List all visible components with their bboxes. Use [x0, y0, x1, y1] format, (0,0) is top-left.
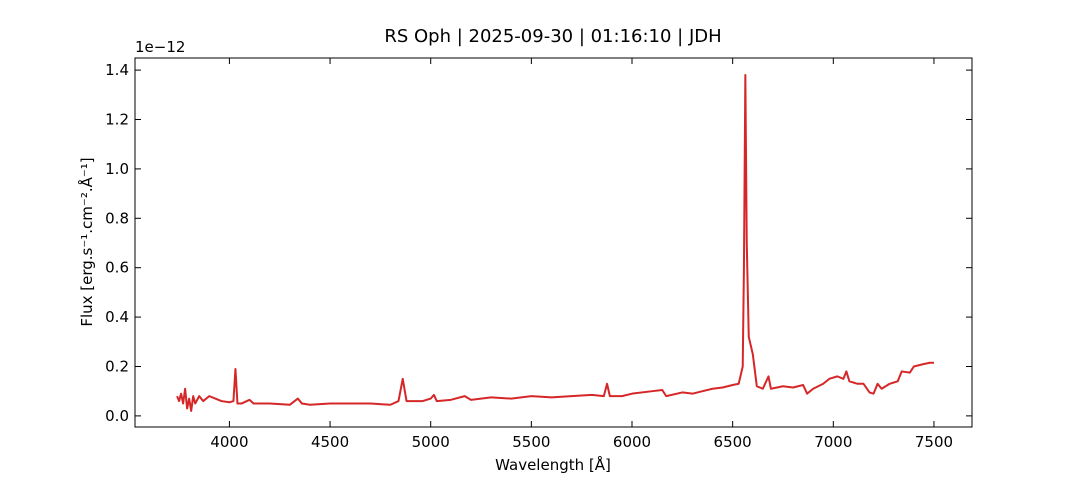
y-tick-label: 0.6 — [105, 259, 129, 277]
y-tick-label: 1.2 — [105, 111, 129, 129]
x-tick-label: 4500 — [311, 433, 349, 451]
x-tick-label: 7000 — [814, 433, 852, 451]
y-tick-label: 1.4 — [105, 61, 129, 79]
y-axis-label: Flux [erg.s⁻¹.cm⁻².Å⁻¹] — [77, 157, 96, 326]
y-tick-label: 0.4 — [105, 308, 129, 326]
y-offset-label: 1e−12 — [135, 38, 185, 56]
chart-title: RS Oph | 2025-09-30 | 01:16:10 | JDH — [384, 26, 721, 47]
x-tick-label: 7500 — [915, 433, 953, 451]
x-axis-label: Wavelength [Å] — [495, 455, 611, 474]
y-tick-label: 0.2 — [105, 357, 129, 375]
x-tick-label: 6500 — [714, 433, 752, 451]
y-tick-label: 0.0 — [105, 407, 129, 425]
x-tick-label: 6000 — [613, 433, 651, 451]
y-tick-label: 0.8 — [105, 209, 129, 227]
y-tick-label: 1.0 — [105, 160, 129, 178]
x-tick-label: 5500 — [512, 433, 550, 451]
spectrum-line — [176, 74, 934, 412]
x-tick-label: 5000 — [412, 433, 450, 451]
plot-frame — [134, 57, 973, 428]
x-tick-label: 4000 — [210, 433, 248, 451]
